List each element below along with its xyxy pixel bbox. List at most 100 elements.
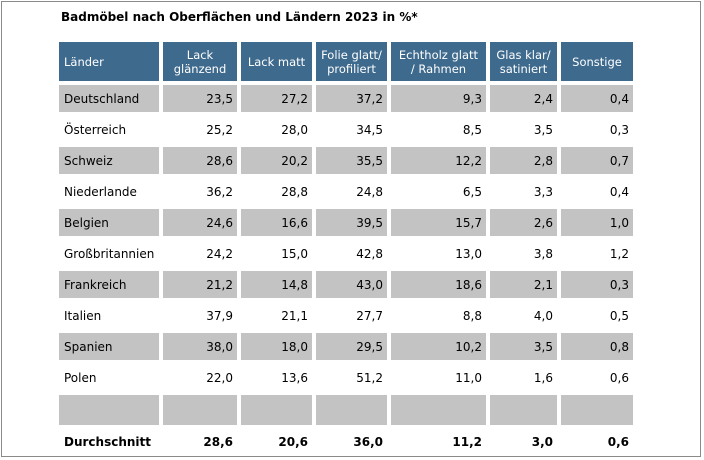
value-cell: 3,5 [533, 122, 553, 137]
value-cell: 11,0 [455, 370, 482, 385]
column-header: Glas klar/satiniert [490, 42, 557, 81]
country-cell: Frankreich [59, 271, 159, 298]
value-cell: 18,6 [391, 271, 486, 298]
column-header-text: Echtholz glatt [398, 47, 479, 62]
column-header-text: Lack [186, 47, 214, 62]
country-cell: Großbritannien [64, 246, 155, 261]
country-cell: Polen [64, 370, 97, 385]
value-cell: 8,5 [462, 122, 482, 137]
table-row: Spanien 38,0 18,0 29,5 10,2 3,5 0,8 [59, 333, 633, 360]
value-cell: 20,2 [241, 147, 312, 174]
table-row: Schweiz 28,6 20,2 35,5 12,2 2,8 0,7 [59, 147, 633, 174]
value-cell: 0,7 [561, 147, 633, 174]
value-cell: 12,2 [391, 147, 486, 174]
value-cell: 13,6 [281, 370, 308, 385]
column-header: Echtholz glatt / Rahmen [391, 42, 486, 81]
value-cell: 51,2 [356, 370, 383, 385]
column-header: Lack matt [241, 42, 312, 81]
value-cell: 25,2 [206, 122, 233, 137]
value-cell: 29,5 [316, 333, 387, 360]
value-cell: 24,8 [356, 184, 383, 199]
table-row: Italien 37,9 21,1 27,7 8,8 4,0 0,5 [59, 302, 633, 329]
value-cell: 24,2 [206, 246, 233, 261]
value-cell: 2,8 [490, 147, 557, 174]
empty-cell [490, 395, 557, 425]
value-cell: 27,2 [241, 85, 312, 112]
table-row: Deutschland 23,5 27,2 37,2 9,3 2,4 0,4 [59, 85, 633, 112]
value-cell: 1,0 [561, 209, 633, 236]
empty-cell [163, 395, 237, 425]
value-cell: 15,7 [391, 209, 486, 236]
value-cell: 1,2 [609, 246, 629, 261]
value-cell: 10,2 [391, 333, 486, 360]
column-header-text: Lack matt [247, 54, 306, 69]
column-header-text: Folie glatt/ [321, 47, 382, 62]
empty-cell [561, 395, 633, 425]
value-cell: 0,4 [561, 85, 633, 112]
value-cell: 0,5 [609, 308, 629, 323]
country-cell: Italien [64, 308, 102, 323]
value-cell: 8,8 [462, 308, 482, 323]
value-cell: 37,9 [206, 308, 233, 323]
column-header-text: Länder [64, 54, 104, 69]
empty-row [59, 395, 633, 425]
value-cell: 35,5 [316, 147, 387, 174]
column-header-text: satiniert [499, 61, 548, 76]
value-cell: 13,0 [455, 246, 482, 261]
country-cell: Spanien [59, 333, 159, 360]
average-label: Durchschnitt [64, 435, 152, 449]
column-header-text: glänzend [173, 61, 227, 76]
data-table: Länder Lack glänzend Lack matt Folie glatt/p… [55, 42, 637, 459]
column-header: Länder [59, 42, 159, 81]
average-row: Durchschnitt 28,6 20,6 36,0 11,2 3,0 0,6 [59, 425, 633, 459]
column-header-text: Sonstige [572, 54, 622, 69]
country-cell: Schweiz [59, 147, 159, 174]
country-cell: Belgien [59, 209, 159, 236]
column-header-text: Glas klar/ [496, 47, 551, 62]
table-row: Belgien 24,6 16,6 39,5 15,7 2,6 1,0 [59, 209, 633, 236]
table-title: Badmöbel nach Oberflächen und Ländern 20… [61, 10, 418, 24]
empty-cell [241, 395, 312, 425]
value-cell: 0,8 [561, 333, 633, 360]
column-header: Sonstige [561, 42, 633, 81]
value-cell: 2,4 [490, 85, 557, 112]
average-value-cell: 36,0 [353, 435, 383, 449]
empty-cell [316, 395, 387, 425]
average-value-cell: 0,6 [607, 435, 629, 449]
table-row: Großbritannien 24,2 15,0 42,8 13,0 3,8 1,2 [59, 240, 633, 267]
value-cell: 24,6 [163, 209, 237, 236]
value-cell: 27,7 [356, 308, 383, 323]
value-cell: 2,6 [490, 209, 557, 236]
value-cell: 21,1 [281, 308, 308, 323]
value-cell: 3,8 [533, 246, 553, 261]
value-cell: 39,5 [316, 209, 387, 236]
value-cell: 28,0 [281, 122, 308, 137]
value-cell: 21,2 [163, 271, 237, 298]
value-cell: 36,2 [206, 184, 233, 199]
average-value-cell: 20,6 [278, 435, 308, 449]
value-cell: 15,0 [281, 246, 308, 261]
value-cell: 37,2 [316, 85, 387, 112]
table-row: Frankreich 21,2 14,8 43,0 18,6 2,1 0,3 [59, 271, 633, 298]
country-cell: Niederlande [64, 184, 137, 199]
value-cell: 2,1 [490, 271, 557, 298]
value-cell: 34,5 [356, 122, 383, 137]
value-cell: 38,0 [163, 333, 237, 360]
average-value-cell: 3,0 [531, 435, 553, 449]
value-cell: 6,5 [462, 184, 482, 199]
value-cell: 0,6 [609, 370, 629, 385]
header-row: Länder Lack glänzend Lack matt Folie glatt/p… [59, 42, 633, 81]
value-cell: 0,4 [609, 184, 629, 199]
value-cell: 3,5 [490, 333, 557, 360]
value-cell: 42,8 [356, 246, 383, 261]
value-cell: 43,0 [316, 271, 387, 298]
value-cell: 0,3 [561, 271, 633, 298]
value-cell: 28,8 [281, 184, 308, 199]
value-cell: 23,5 [163, 85, 237, 112]
empty-cell [391, 395, 486, 425]
column-header-text: profiliert [327, 61, 376, 76]
value-cell: 9,3 [391, 85, 486, 112]
value-cell: 18,0 [241, 333, 312, 360]
empty-cell [59, 395, 159, 425]
